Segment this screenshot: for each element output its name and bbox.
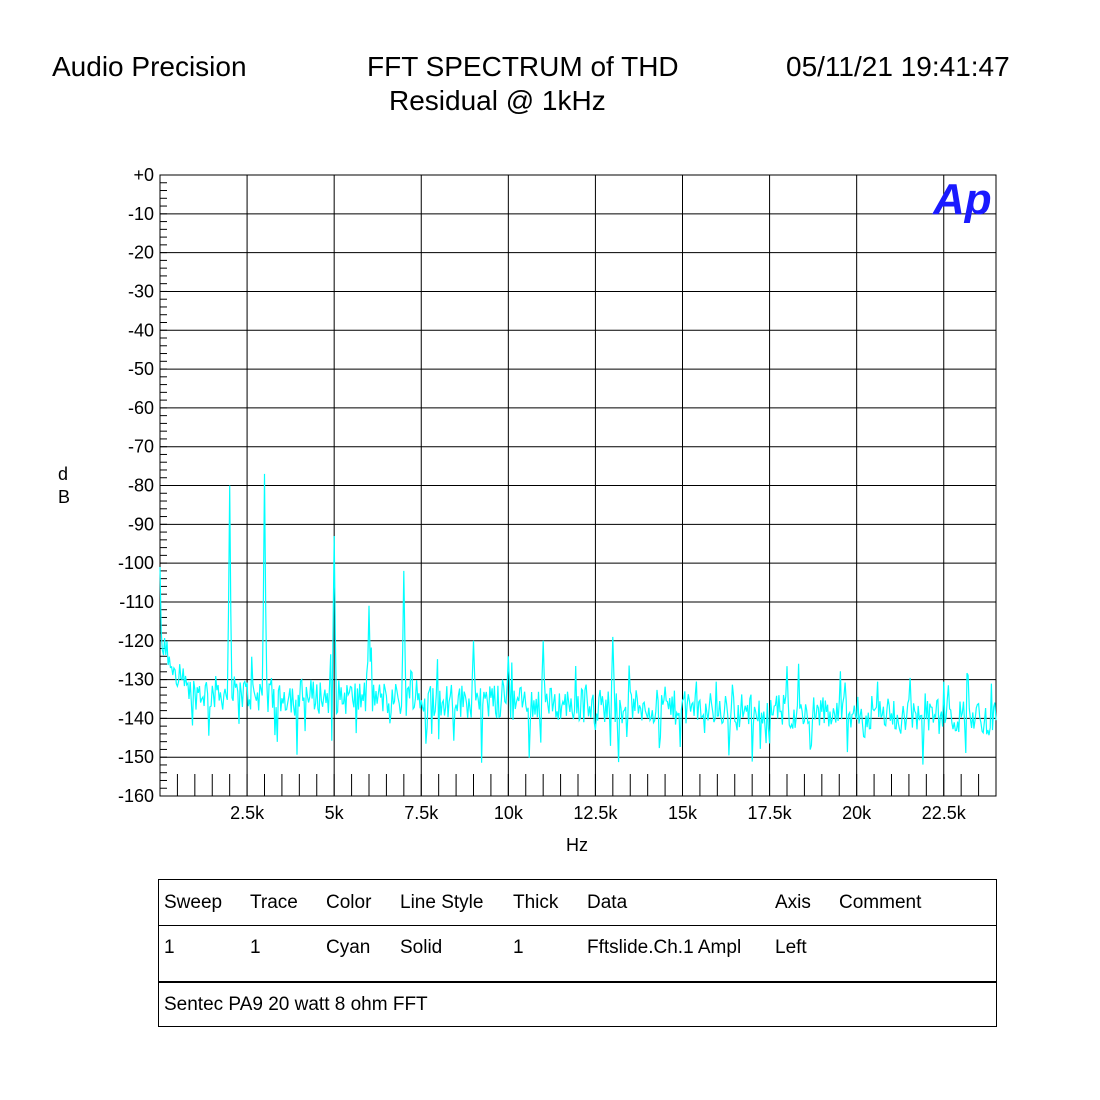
- y-tick-label: -120: [118, 631, 154, 651]
- y-tick-labels: +0 -10 -20 -30 -40 -50 -60 -70 -80 -90 -100 -110 -12…: [118, 165, 154, 806]
- chart-title-line1: FFT SPECTRUM of THD: [367, 51, 679, 82]
- x-tick-label: 17.5k: [748, 803, 793, 823]
- y-tick-label: -160: [118, 786, 154, 806]
- y-axis-label-b: B: [58, 487, 70, 507]
- y-tick-label: -50: [128, 359, 154, 379]
- legend-cell-line-style: Solid: [400, 937, 443, 958]
- x-tick-label: 20k: [842, 803, 872, 823]
- legend-note: Sentec PA9 20 watt 8 ohm FFT: [164, 994, 428, 1015]
- legend-cell-thick: 1: [513, 937, 524, 958]
- ap-logo-text: Ap: [932, 175, 992, 224]
- legend-header-line-style: Line Style: [400, 892, 484, 913]
- y-tick-label: -100: [118, 553, 154, 573]
- x-tick-label: 12.5k: [573, 803, 618, 823]
- fft-trace-line: [159, 473, 997, 765]
- y-tick-label: -60: [128, 398, 154, 418]
- x-tick-label: 7.5k: [404, 803, 439, 823]
- y-tick-label: -130: [118, 670, 154, 690]
- legend-header-sweep: Sweep: [164, 892, 223, 913]
- timestamp: 05/11/21 19:41:47: [786, 51, 1010, 82]
- x-tick-label: 22.5k: [922, 803, 967, 823]
- x-axis-label: Hz: [566, 835, 588, 855]
- legend-header-trace: Trace: [250, 892, 298, 913]
- legend-table: Sweep Trace Color Line Style Thick Data …: [158, 879, 997, 1027]
- chart-title-line2: Residual @ 1kHz: [389, 85, 606, 116]
- legend-cell-axis: Left: [775, 937, 807, 958]
- legend-cell-trace: 1: [250, 937, 261, 958]
- ap-logo: Ap: [932, 175, 992, 224]
- y-tick-label: -80: [128, 476, 154, 496]
- legend-cell-data: Fftslide.Ch.1 Ampl: [587, 937, 742, 958]
- x-tick-label: 5k: [325, 803, 345, 823]
- y-tick-label: -40: [128, 320, 154, 340]
- legend-header-thick: Thick: [513, 892, 559, 913]
- y-tick-label: -110: [119, 592, 154, 612]
- legend-header-axis: Axis: [775, 892, 811, 913]
- fft-chart: +0 -10 -20 -30 -40 -50 -60 -70 -80 -90 -100 -110 -12…: [58, 165, 997, 855]
- legend-divider: [159, 981, 996, 983]
- legend-cell-color: Cyan: [326, 937, 371, 958]
- x-tick-label: 15k: [668, 803, 698, 823]
- legend-divider: [159, 925, 996, 926]
- x-tick-labels: 2.5k 5k 7.5k 10k 12.5k 15k 17.5k 20k 22.5k: [230, 803, 967, 823]
- legend-header-color: Color: [326, 892, 372, 913]
- legend-cell-sweep: 1: [164, 937, 175, 958]
- x-tick-label: 2.5k: [230, 803, 265, 823]
- y-tick-label: -70: [128, 437, 154, 457]
- y-tick-label: -140: [118, 708, 154, 728]
- y-tick-label: +0: [133, 165, 154, 185]
- legend-header-comment: Comment: [839, 892, 922, 913]
- y-tick-label: -90: [128, 514, 154, 534]
- chart-grid: [159, 174, 997, 797]
- brand-label: Audio Precision: [52, 51, 247, 82]
- y-tick-label: -30: [128, 281, 154, 301]
- y-tick-label: -150: [118, 747, 154, 767]
- x-tick-label: 10k: [494, 803, 524, 823]
- y-tick-label: -20: [128, 243, 154, 263]
- legend-header-data: Data: [587, 892, 628, 913]
- y-axis-label-d: d: [58, 464, 68, 484]
- chart-minor-ticks: [160, 174, 980, 797]
- y-tick-label: -10: [128, 204, 154, 224]
